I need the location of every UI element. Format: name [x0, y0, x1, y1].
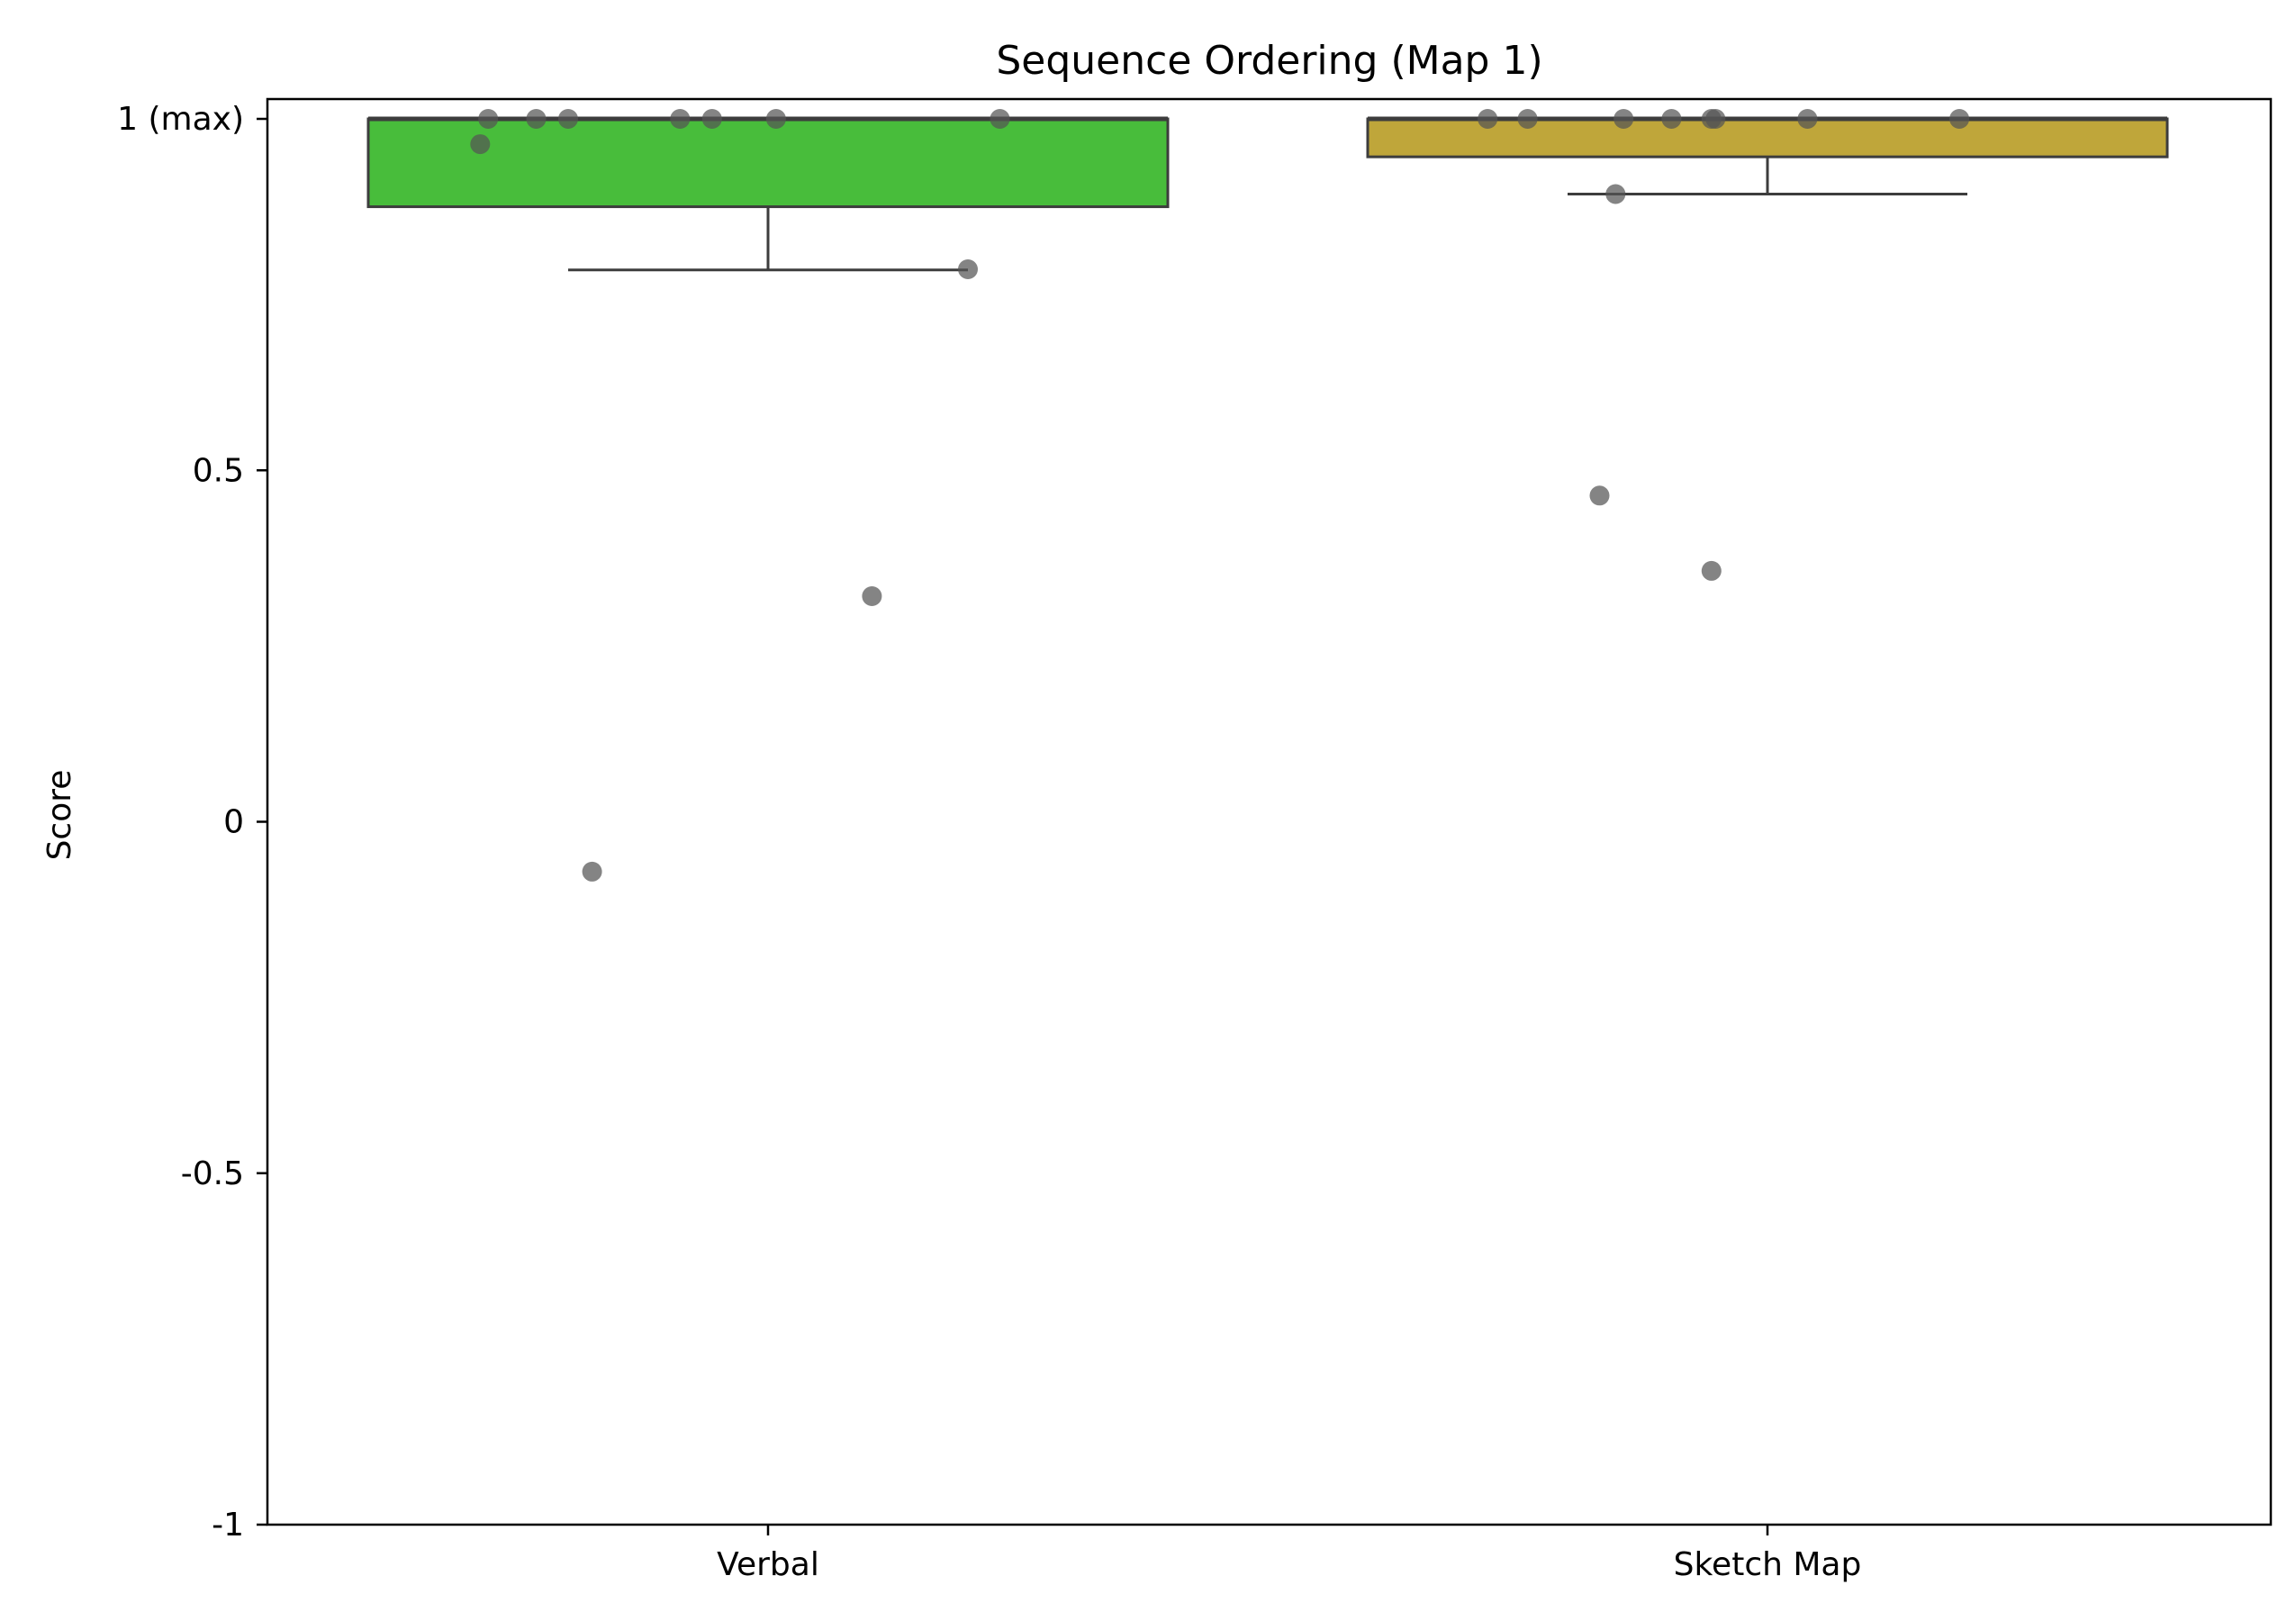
data-point — [765, 109, 786, 129]
x-axis: Verbal Sketch Map — [717, 1525, 1861, 1583]
data-point — [470, 134, 491, 155]
boxes-layer — [366, 116, 2169, 272]
data-point — [1589, 485, 1610, 506]
plot-area-frame — [266, 97, 2273, 1526]
y-tick-label: 1 (max) — [117, 101, 244, 138]
data-point — [862, 586, 882, 606]
data-point — [1797, 109, 1818, 129]
points-layer — [470, 109, 1970, 882]
data-point — [558, 109, 578, 129]
y-tick-label: -0.5 — [181, 1155, 244, 1192]
y-tick-label: -1 — [212, 1507, 244, 1544]
data-point — [582, 861, 602, 882]
data-point — [1705, 109, 1726, 129]
box-body-verbal — [366, 117, 1170, 209]
x-tick-label: Sketch Map — [1674, 1546, 1862, 1583]
box-sketch-map — [1366, 116, 2169, 196]
data-point — [1614, 109, 1634, 129]
box-body-sketch-map — [1366, 117, 2169, 158]
x-tick-label: Verbal — [717, 1546, 819, 1583]
data-point — [990, 109, 1010, 129]
chart-title: Sequence Ordering (Map 1) — [996, 38, 1542, 84]
y-axis: 1 (max) 0.5 0 -0.5 -1 — [117, 101, 267, 1544]
data-point — [1478, 109, 1498, 129]
data-point — [1701, 560, 1722, 581]
box-verbal — [366, 116, 1170, 272]
y-axis-label: Score — [41, 770, 78, 861]
data-point — [1661, 109, 1682, 129]
y-tick-label: 0.5 — [193, 452, 244, 489]
data-point — [1517, 109, 1538, 129]
data-point — [526, 109, 547, 129]
data-point — [670, 109, 691, 129]
data-point — [701, 109, 722, 129]
data-point — [478, 109, 499, 129]
y-tick-label: 0 — [223, 804, 244, 841]
data-point — [958, 259, 978, 279]
data-point — [1949, 109, 1970, 129]
data-point — [1605, 184, 1626, 204]
